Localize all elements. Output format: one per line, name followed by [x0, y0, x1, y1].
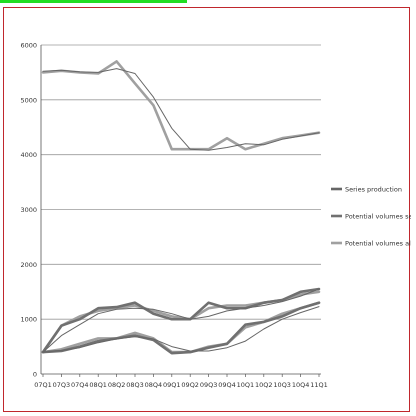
x-tick-label: 10Q3 [273, 381, 291, 389]
series-line-0-1 [42, 288, 320, 353]
y-tick-label: 4000 [20, 151, 37, 159]
x-tick-label: 07Q4 [71, 381, 89, 389]
grid-layer [41, 44, 321, 320]
series-line-0-0 [42, 68, 320, 151]
x-tick-label: 08Q3 [126, 381, 144, 389]
series-line-1-0 [41, 287, 321, 354]
top-color-strip [0, 0, 416, 3]
series-line-0-2 [42, 306, 320, 353]
x-tick-label: 08Q2 [108, 381, 126, 389]
x-tick-label: 07Q1 [34, 381, 52, 389]
x-tick-label: 09Q2 [181, 381, 199, 389]
y-tick-label: 2000 [20, 261, 37, 269]
series-line-2-0 [41, 60, 321, 151]
y-tick-label: 3000 [20, 206, 37, 214]
legend-label-2: Potential volumes all [345, 239, 411, 247]
x-tick-label: 09Q1 [163, 381, 181, 389]
y-tick-label: 6000 [20, 42, 37, 50]
y-tick-label: 1000 [20, 316, 37, 324]
legend: Series production Potential volumes serie… [331, 185, 411, 247]
x-tick-label: 10Q4 [292, 381, 310, 389]
x-tick-label: 11Q1 [310, 381, 328, 389]
x-tick-label: 09Q3 [200, 381, 218, 389]
y-tick-label: 5000 [20, 96, 37, 104]
legend-label-1: Potential volumes series1( [345, 212, 411, 220]
y-tick-label: 0 [33, 371, 37, 379]
x-tick-label: 09Q4 [218, 381, 236, 389]
legend-label-0: Series production [345, 185, 402, 193]
x-tick-label: 10Q2 [255, 381, 273, 389]
series-layer [41, 60, 321, 355]
series-line-1-1 [41, 301, 321, 355]
chart-frame: 0 1000 2000 3000 4000 5000 6000 07Q1 07Q3 07Q4 08Q… [3, 7, 411, 412]
x-tick-label: 07Q3 [53, 381, 71, 389]
x-tick-label: 10Q1 [237, 381, 255, 389]
x-tick-label: 08Q4 [145, 381, 163, 389]
x-tick-label: 08Q1 [89, 381, 107, 389]
